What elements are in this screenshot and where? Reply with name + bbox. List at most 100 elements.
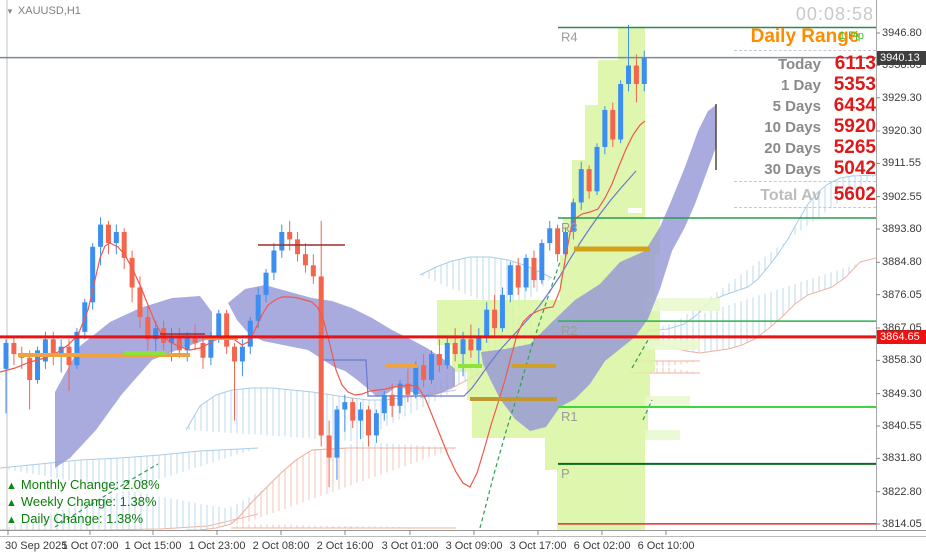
candle (113, 231, 119, 244)
current-price-marker: 3940.13 (877, 50, 926, 65)
row-value: 5042 (833, 158, 876, 179)
x-axis-tick: 6 Oct 10:00 (637, 540, 695, 552)
candle (11, 342, 17, 355)
candle (310, 265, 316, 277)
pivot-label-r1: R1 (561, 409, 578, 424)
pip-note: 1 Pip (838, 30, 864, 42)
y-axis-tick: 3902.55 (882, 190, 922, 203)
senkou-b-line (647, 257, 877, 354)
x-axis-tick: 2 Oct 16:00 (316, 540, 374, 552)
y-axis-tick: 3884.80 (882, 256, 922, 269)
row-value: 5602 (833, 184, 876, 205)
candle (326, 435, 332, 458)
candle (555, 228, 561, 255)
candle (507, 265, 513, 295)
candle (421, 365, 427, 380)
row-label: Today (777, 56, 821, 73)
daily-range-band (618, 28, 645, 60)
y-axis-tick: 3946.80 (882, 26, 922, 39)
row-label: 1 Day (780, 77, 821, 94)
candle (468, 339, 474, 351)
y-axis-tick: 3849.30 (882, 387, 922, 400)
candle (381, 394, 387, 414)
candle (192, 335, 198, 343)
candle (263, 272, 269, 295)
change-stats: ▲ Monthly Change: 2.08% ▲ Weekly Change: 1… (6, 477, 160, 528)
candle (184, 335, 190, 351)
ichimoku-cloud (228, 285, 455, 397)
weekly-change: ▲ Weekly Change: 1.38% (6, 494, 160, 511)
panel-separator (734, 181, 876, 182)
candle (287, 231, 293, 240)
x-axis-tick: 3 Oct 17:00 (509, 540, 567, 552)
row-value: 5920 (833, 116, 876, 137)
candle (444, 342, 450, 366)
ichimoku-hatch-region (231, 448, 456, 528)
monthly-change: ▲ Monthly Change: 2.08% (6, 477, 160, 494)
chevron-down-icon: ▼ (6, 7, 14, 16)
up-triangle-icon: ▲ (6, 514, 17, 526)
candle (562, 231, 568, 255)
candle (232, 346, 238, 362)
change-value: 1.38% (119, 494, 157, 509)
daily-range-band-light (645, 298, 720, 311)
candle (515, 265, 521, 288)
symbol-timeframe-label[interactable]: ▼ XAUUSD,H1 (6, 5, 81, 17)
candle (373, 413, 379, 436)
candle (42, 339, 48, 362)
candle (176, 335, 182, 351)
candle (3, 342, 9, 369)
ichimoku-hatch-region (420, 257, 552, 398)
candle (295, 239, 301, 255)
candle (499, 294, 505, 329)
candle (129, 257, 135, 288)
x-axis-tick: 1 Oct 07:00 (61, 540, 119, 552)
y-axis-tick: 3893.80 (882, 223, 922, 236)
kijun-sen-line (320, 170, 637, 397)
red-level-price-marker: 3864.65 (877, 329, 926, 344)
senkou-a-line (230, 447, 456, 525)
y-axis-tick: 3911.55 (882, 157, 921, 170)
candle (358, 409, 364, 421)
candle (405, 383, 411, 395)
candle (618, 84, 624, 140)
x-axis-tick: 3 Oct 01:00 (381, 540, 439, 552)
candle (98, 224, 104, 247)
ichimoku-cloud (55, 296, 212, 468)
candle (208, 335, 214, 358)
panel-title: Daily Range (750, 26, 860, 47)
pivot-label-r4: R4 (561, 29, 578, 44)
chikou-span-line (54, 463, 159, 528)
candle (365, 409, 371, 436)
candle (74, 331, 80, 366)
candle (279, 231, 285, 251)
candle-countdown-timer: 00:08:58 (795, 4, 874, 24)
daily-range-band-light (645, 430, 680, 440)
daily-range-band (545, 438, 645, 470)
white-mark (628, 208, 642, 213)
daily-range-band (557, 470, 645, 530)
tenkan-sen-line (0, 120, 646, 488)
chikou-span-line (479, 261, 561, 529)
candle (318, 276, 324, 436)
row-label: Total Av (760, 187, 821, 204)
candle (523, 257, 529, 288)
x-axis-tick: 3 Oct 09:00 (445, 540, 503, 552)
candle (153, 328, 159, 340)
chikou-span-line (642, 399, 653, 421)
candle (342, 402, 348, 410)
ichimoku-hatch-region (648, 175, 876, 353)
change-value: 1.38% (106, 511, 144, 526)
candle (239, 346, 245, 362)
candle (413, 365, 419, 395)
chikou-span-line (631, 339, 649, 369)
y-axis-tick: 3831.80 (882, 452, 922, 465)
daily-change: ▲ Daily Change: 1.38% (6, 511, 160, 528)
row-label: 5 Days (772, 98, 821, 115)
candle (460, 339, 466, 355)
y-axis-tick: 3840.55 (882, 420, 922, 432)
candle (578, 169, 584, 203)
candle (389, 394, 395, 406)
row-value: 5353 (833, 74, 876, 95)
